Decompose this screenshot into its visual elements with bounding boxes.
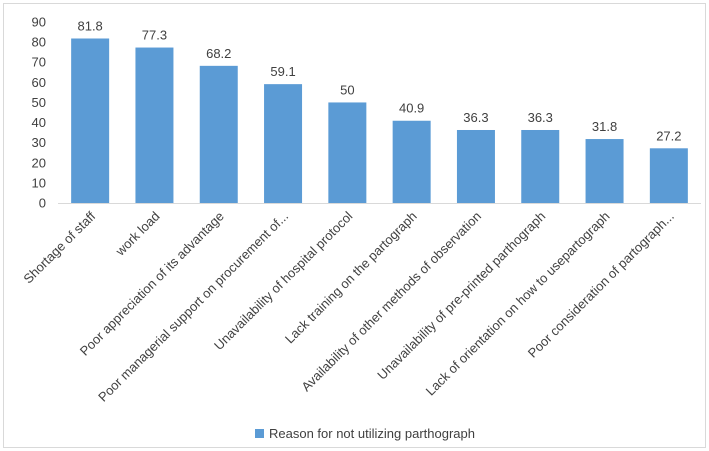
bar [521,129,560,203]
x-tick-label: Shortage of staff [20,208,98,286]
y-tick-label: 70 [32,55,46,70]
bar [135,47,174,204]
y-tick-label: 90 [32,15,46,30]
data-label: 40.9 [399,101,424,116]
y-tick-label: 40 [32,115,46,130]
data-label: 50 [340,82,354,97]
x-tick-label: work load [112,209,163,260]
y-tick-label: 50 [32,95,46,110]
y-tick-label: 60 [32,75,46,90]
legend-label: Reason for not utilizing parthograph [269,425,475,441]
x-tick-label: Lack training on the partograph [282,209,420,347]
bar [392,120,431,203]
x-tick-label: Poor consideration of partograph... [525,209,677,361]
data-label: 36.3 [463,110,488,125]
y-tick-label: 20 [32,155,46,170]
bar [456,129,495,203]
data-label: 77.3 [142,28,167,43]
chart-frame [3,3,706,448]
data-label: 36.3 [528,110,553,125]
data-label: 68.2 [206,46,231,61]
data-label: 81.8 [77,18,102,33]
bar [328,102,367,203]
bar [585,139,624,203]
legend-swatch [255,428,264,438]
bar [71,38,110,203]
x-tick-label: Unavailability of hospital protocol [211,208,356,353]
data-label: 27.2 [656,128,681,143]
legend: Reason for not utilizing parthograph [255,425,475,441]
bar [199,65,238,203]
data-label: 59.1 [270,64,295,79]
data-label: 31.8 [592,119,617,134]
y-tick-label: 0 [39,196,46,211]
bar [264,84,303,203]
y-tick-label: 30 [32,135,46,150]
y-tick-label: 10 [32,175,46,190]
y-tick-label: 80 [32,35,46,50]
bar [649,148,688,203]
